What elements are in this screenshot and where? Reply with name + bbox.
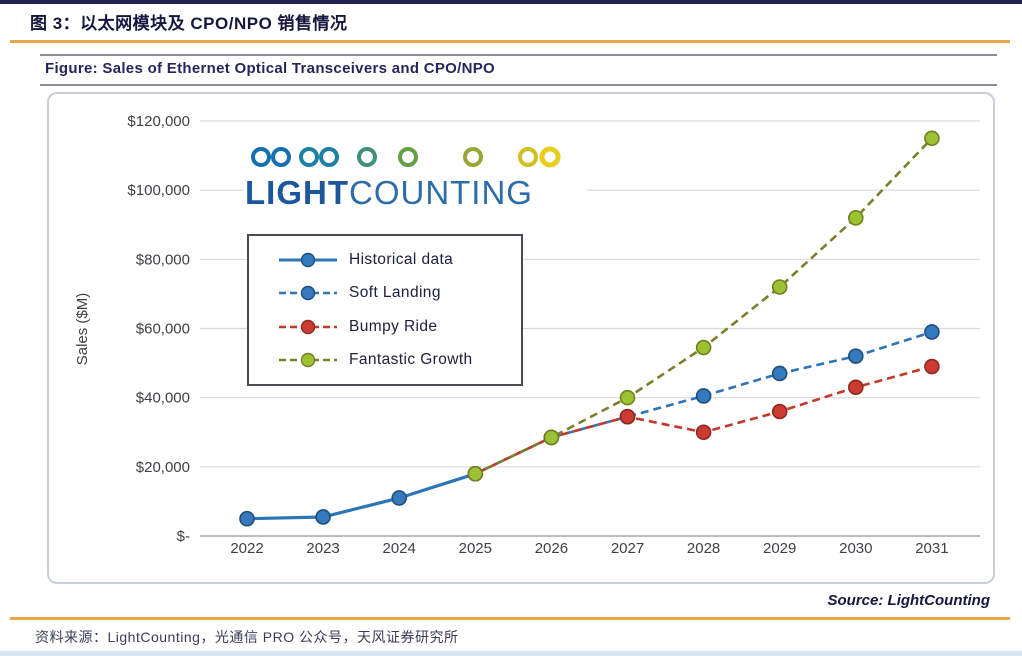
gold-divider-bottom bbox=[10, 617, 1010, 620]
y-tick-label: $20,000 bbox=[136, 459, 190, 476]
top-border bbox=[0, 0, 1022, 4]
page-title: 图 3：以太网模块及 CPO/NPO 销售情况 bbox=[30, 14, 348, 33]
data-point bbox=[847, 348, 864, 364]
figure-caption: Figure: Sales of Ethernet Optical Transc… bbox=[45, 60, 496, 77]
data-point bbox=[619, 389, 636, 406]
legend-label: Soft Landing bbox=[349, 284, 441, 302]
logo-text-counting: COUNTING bbox=[348, 174, 533, 211]
data-point bbox=[771, 365, 788, 382]
caption-divider-top bbox=[40, 54, 997, 56]
lightcounting-logo: LIGHTCOUNTING bbox=[243, 142, 587, 211]
x-tick-label: 2028 bbox=[687, 540, 720, 557]
data-point bbox=[847, 210, 864, 226]
legend-marker-icon bbox=[279, 286, 337, 301]
legend-label: Historical data bbox=[349, 251, 454, 269]
logo-text-light: LIGHT bbox=[245, 174, 349, 211]
data-point bbox=[924, 358, 940, 375]
data-point bbox=[391, 490, 408, 506]
chart-legend: Historical data Soft Landing Bumpy Ride Fan… bbox=[247, 234, 523, 386]
legend-label: Bumpy Ride bbox=[349, 317, 438, 335]
legend-item: Historical data bbox=[279, 251, 521, 269]
data-point bbox=[847, 379, 864, 396]
caption-divider-bottom bbox=[40, 84, 997, 86]
data-point bbox=[467, 465, 484, 482]
data-point bbox=[924, 324, 940, 340]
x-tick-label: 2022 bbox=[230, 540, 263, 557]
data-point bbox=[771, 279, 788, 295]
x-tick-label: 2024 bbox=[383, 540, 416, 557]
x-tick-label: 2027 bbox=[611, 540, 644, 557]
data-source-note: 资料来源：LightCounting，光通信 PRO 公众号，天风证券研究所 bbox=[35, 629, 459, 645]
bottom-edge bbox=[0, 651, 1022, 656]
gold-divider-top bbox=[10, 40, 1010, 43]
data-point bbox=[695, 424, 712, 441]
x-tick-label: 2030 bbox=[839, 540, 872, 557]
data-point bbox=[771, 403, 788, 420]
legend-item: Soft Landing bbox=[279, 284, 521, 302]
data-point bbox=[695, 339, 712, 356]
y-tick-label: $120,000 bbox=[127, 113, 190, 130]
x-tick-label: 2025 bbox=[459, 540, 492, 557]
series-line bbox=[246, 472, 476, 521]
x-tick-label: 2031 bbox=[915, 540, 948, 557]
y-tick-label: $100,000 bbox=[127, 182, 190, 199]
x-tick-label: 2029 bbox=[763, 540, 796, 557]
data-point bbox=[315, 509, 331, 525]
legend-marker-icon bbox=[279, 319, 337, 334]
x-tick-label: 2026 bbox=[535, 540, 568, 557]
legend-item: Bumpy Ride bbox=[279, 318, 521, 336]
legend-marker-icon bbox=[279, 252, 337, 268]
legend-label: Fantastic Growth bbox=[349, 350, 473, 368]
legend-marker-icon bbox=[279, 352, 337, 367]
chart-panel: $- $20,000 $40,000 $60,000 $80,000 $100,000 $1… bbox=[47, 92, 995, 584]
logo-wordmark: LIGHTCOUNTING bbox=[245, 176, 579, 209]
y-tick-label: $80,000 bbox=[136, 251, 190, 268]
y-axis-title: Sales ($M) bbox=[74, 293, 91, 366]
y-tick-label: $60,000 bbox=[136, 321, 190, 338]
data-point bbox=[695, 388, 712, 404]
logo-beads-icon bbox=[247, 146, 577, 168]
y-tick-label: $40,000 bbox=[136, 390, 190, 407]
source-attribution: Source: LightCounting bbox=[827, 592, 990, 609]
series-line bbox=[474, 365, 933, 475]
data-point bbox=[619, 408, 636, 425]
x-tick-label: 2023 bbox=[306, 540, 339, 557]
data-point bbox=[239, 510, 255, 527]
y-tick-label: $- bbox=[177, 528, 190, 545]
data-point bbox=[924, 130, 940, 147]
data-point bbox=[543, 429, 560, 446]
legend-item: Fantastic Growth bbox=[279, 351, 521, 369]
